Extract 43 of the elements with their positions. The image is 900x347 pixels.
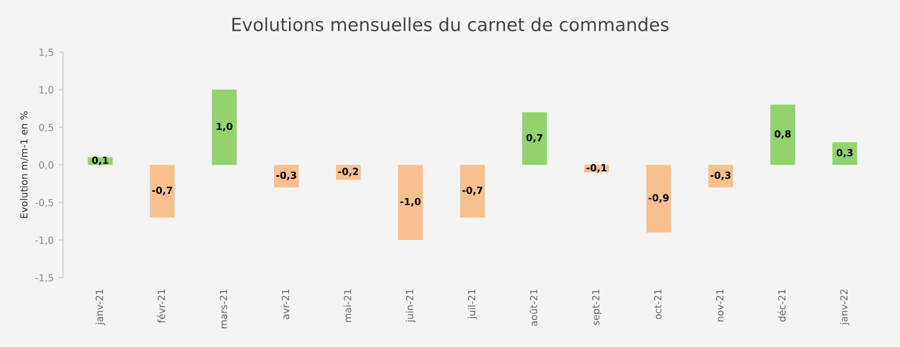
y-tick-label: 1,0 [40, 86, 54, 94]
bar [646, 164, 672, 232]
data-label: -1,0 [400, 198, 421, 206]
bar [522, 112, 547, 165]
y-tick-label: 0,0 [39, 161, 54, 170]
data-label: -0,3 [276, 172, 296, 180]
bar [150, 164, 175, 218]
data-label: -0,1 [586, 164, 607, 173]
x-tick-label: déc-21 [778, 290, 786, 322]
data-label: -0,7 [152, 186, 172, 196]
bar [274, 164, 299, 188]
data-label: 0,1 [92, 156, 108, 166]
data-label: -0,3 [710, 172, 731, 180]
y-tick-label: -1,0 [35, 236, 54, 245]
y-tick-label: -1,5 [35, 274, 54, 282]
data-label: -0,7 [462, 186, 482, 196]
y-tick-label: 1,5 [40, 48, 54, 57]
y-tick-label: -0,5 [35, 198, 54, 208]
bar [770, 104, 796, 165]
x-tick-label: août-21 [529, 290, 538, 326]
x-tick-label: juil-21 [468, 290, 478, 320]
data-label: -0,2 [338, 168, 358, 176]
x-tick-label: janv-22 [840, 290, 850, 326]
x-tick-label: févr-21 [157, 290, 166, 323]
x-tick-label: sept-21 [592, 290, 602, 326]
x-tick-label: juin-21 [406, 290, 416, 322]
data-label: 1,0 [216, 122, 232, 132]
x-tick-label: mars-21 [220, 290, 228, 328]
x-tick-label: oct-21 [654, 290, 662, 320]
data-label: -0,9 [648, 194, 669, 203]
data-label: 0,8 [774, 130, 791, 139]
bar [212, 90, 237, 165]
x-tick-label: mai-21 [344, 290, 352, 322]
data-label: 0,3 [836, 149, 853, 158]
y-axis-title: Evolution m/m-1 en % [20, 111, 28, 218]
y-tick-label: 0,5 [39, 124, 54, 132]
chart-title: Evolutions mensuelles du carnet de commandes [232, 17, 669, 32]
data-label: 0,7 [526, 134, 542, 143]
x-tick-label: janv-21 [96, 290, 105, 326]
x-tick-label: nov-21 [716, 290, 724, 322]
bar [398, 164, 423, 240]
bar [460, 164, 485, 218]
x-tick-label: avr-21 [282, 290, 290, 320]
